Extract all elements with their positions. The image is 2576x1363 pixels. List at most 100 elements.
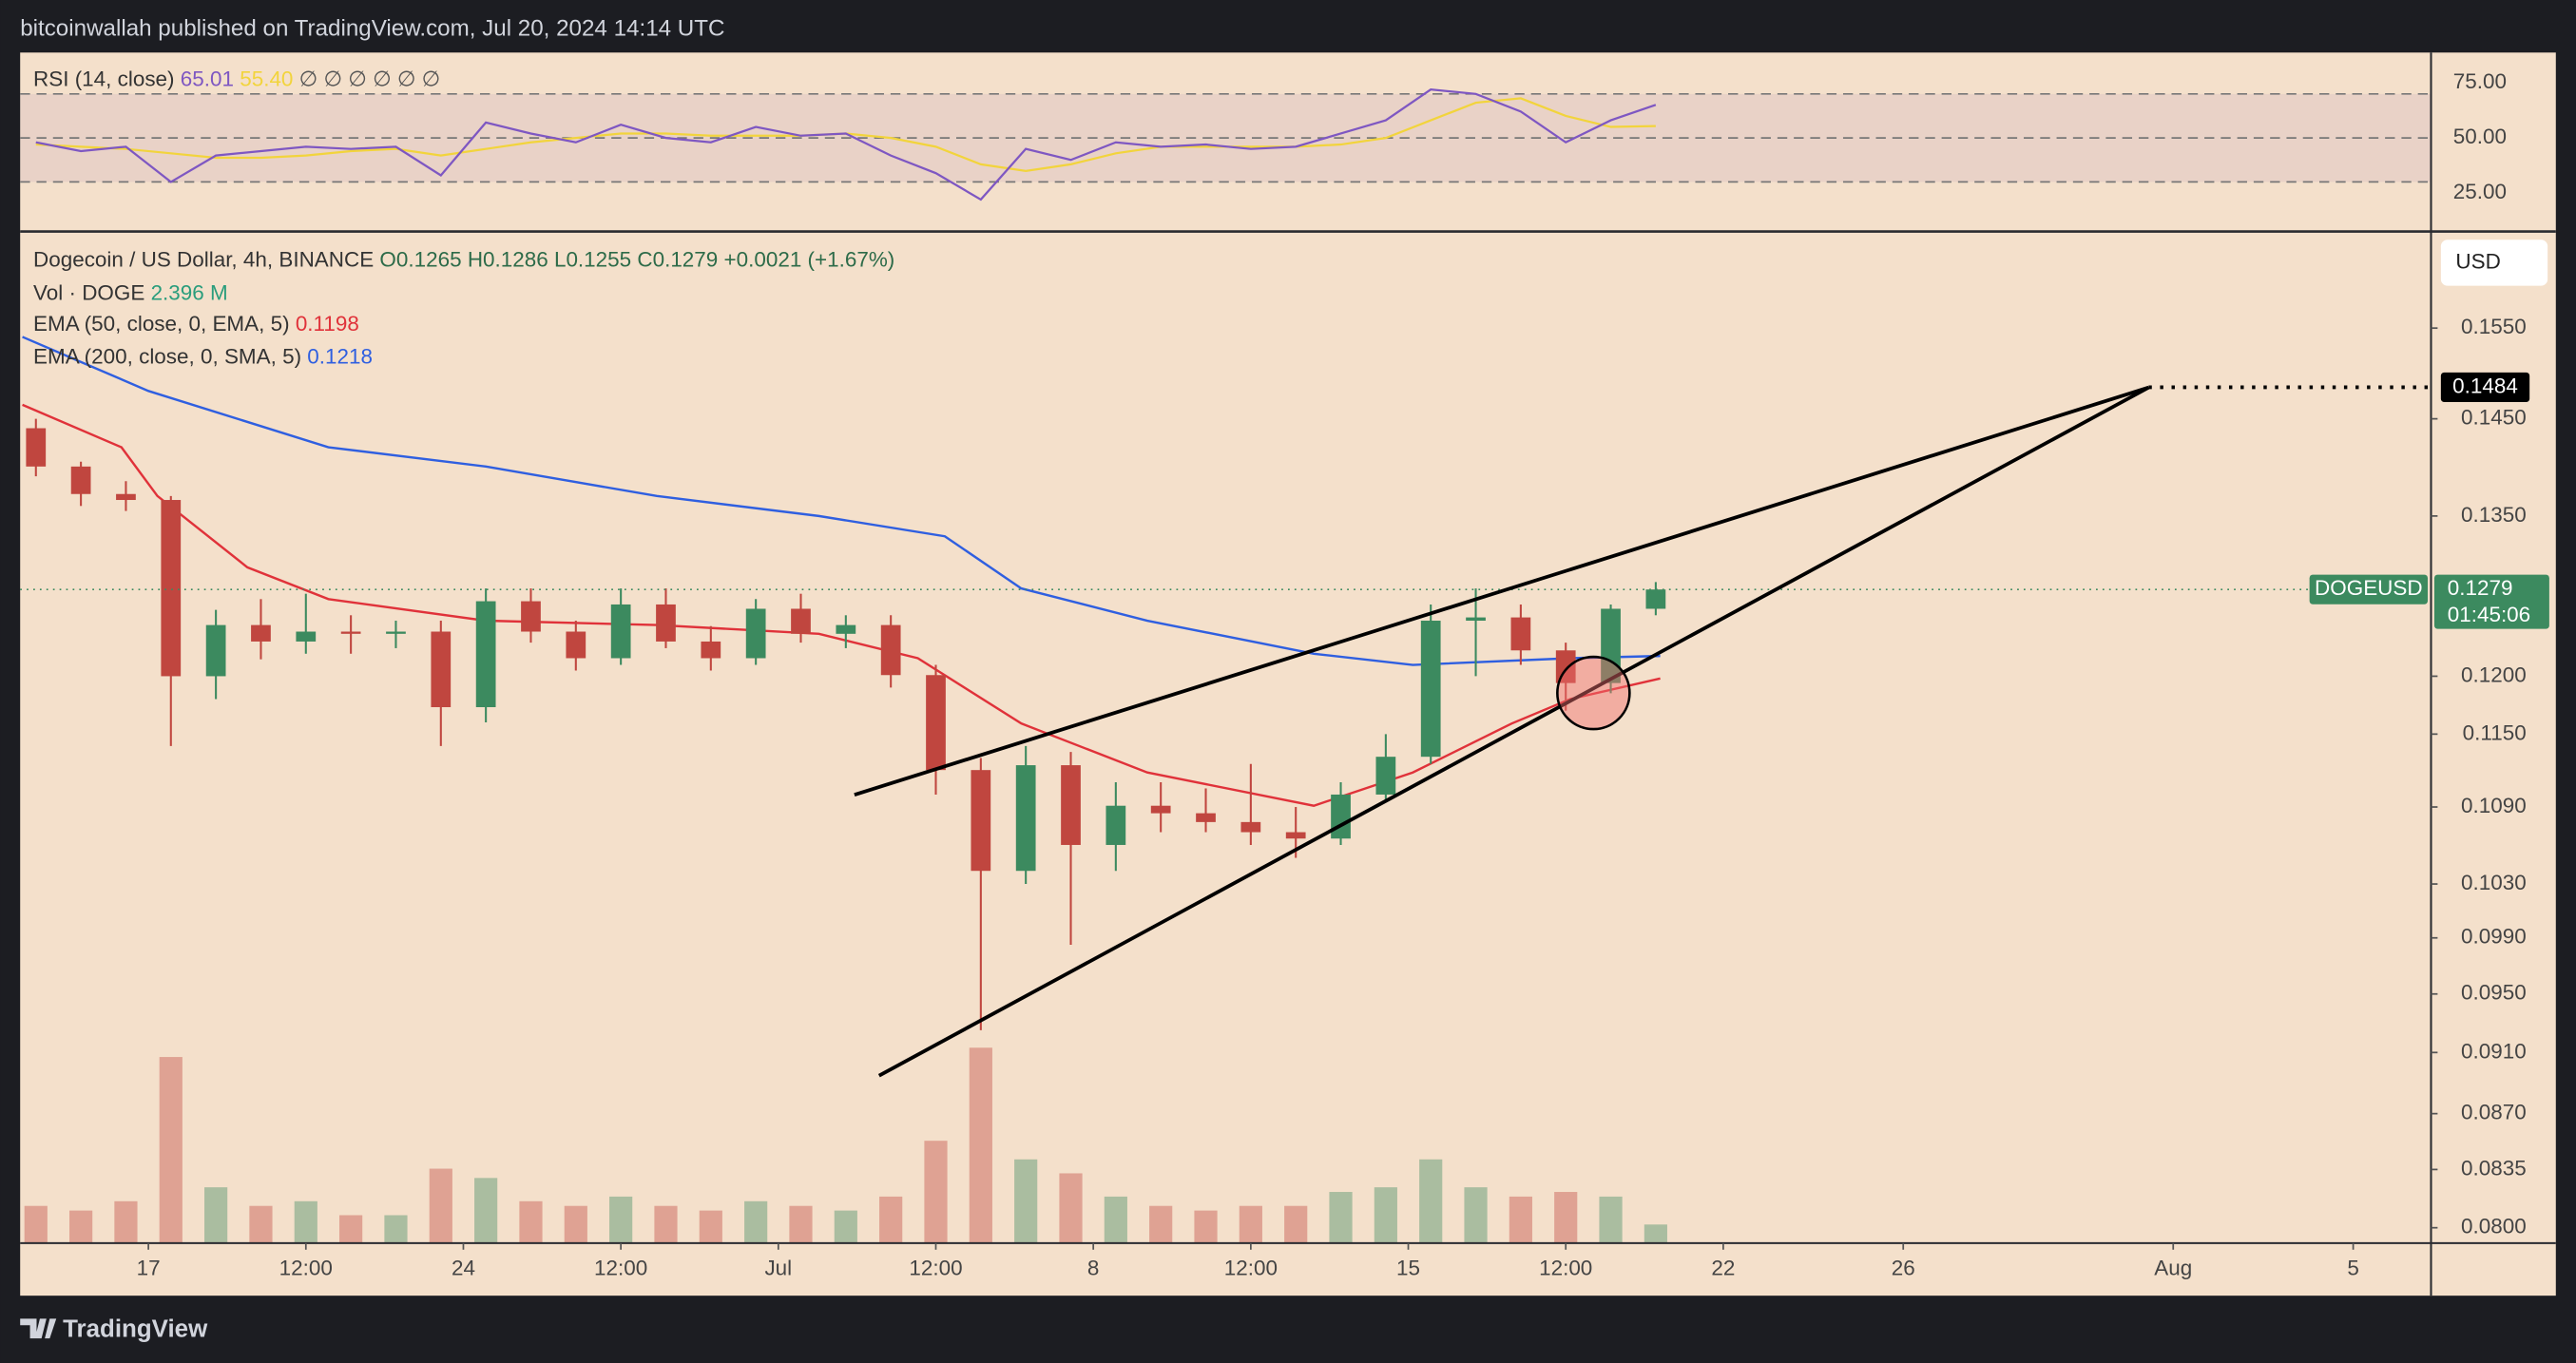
ema50-value: 0.1198 [296,312,359,336]
panes [20,88,2432,1243]
ohlc-high: H0.1286 [468,248,548,272]
volume-bar [789,1205,813,1243]
candle-body [296,631,317,642]
volume-bar [1419,1159,1443,1243]
symbol-title: Dogecoin / US Dollar, 4h, BINANCE [33,248,374,272]
rsi-value: 65.01 [181,67,234,91]
y-tick-label: 0.0990 [2461,925,2527,949]
ohlc-low: L0.1255 [554,248,631,272]
candle-body [1015,765,1036,872]
ema200-name: EMA (200, close, 0, SMA, 5) [33,345,301,369]
candle-body [521,601,541,632]
target-tag [2440,372,2530,402]
ohlc-change: +0.0021 (+1.67%) [724,248,895,272]
volume-bar [1194,1210,1218,1243]
candle-body [161,500,182,677]
candle-body [971,770,991,872]
volume-bar [1059,1173,1083,1243]
volume-bar [1464,1187,1488,1243]
trend-line-upper [854,385,2149,797]
volume-bar [969,1047,992,1243]
volume-bar [24,1205,48,1243]
candle-body [880,624,901,676]
y-tick-label: 0.1450 [2461,406,2527,430]
volume-bar [1554,1192,1578,1243]
y-tick-label: 0.1350 [2461,503,2527,527]
candle-body [1105,805,1126,845]
x-tick-label: 12:00 [1539,1256,1592,1279]
volume-bar [1284,1205,1308,1243]
candle-body [1375,757,1396,795]
candle-body [745,608,766,659]
currency-label[interactable]: USD [2455,249,2500,273]
volume-legend: Vol · DOGE 2.396 M [33,280,228,304]
candle-body [1510,617,1531,651]
volume-bar [474,1178,498,1243]
candle-body [386,631,406,634]
x-tick-label: 5 [2347,1256,2359,1279]
y-tick-label: 0.0835 [2461,1156,2527,1180]
ema200-value: 0.1218 [307,345,373,369]
rsi-name: RSI (14, close) [33,67,175,91]
volume-bar [114,1200,138,1243]
chart-area [20,52,2556,1296]
candle-body [926,675,946,771]
rsi-tick-label: 50.00 [2453,125,2507,148]
price-tag-text: 0.1279 [2448,576,2513,600]
candle-body [1420,621,1441,758]
x-tick-label: 15 [1396,1256,1420,1279]
candle-body [251,624,271,642]
volume-bar [204,1187,228,1243]
target-tag-text: 0.1484 [2452,374,2518,397]
candle-body [475,601,496,708]
volume-bar [1329,1192,1353,1243]
countdown-text: 01:45:06 [2448,603,2530,626]
y-tick-label: 0.1550 [2461,315,2527,338]
volume-bar [834,1210,857,1243]
y-tick-label: 0.1090 [2461,794,2527,817]
y-tick-label: 0.1200 [2461,662,2527,686]
ema-line [22,336,1661,666]
volume-bar [294,1200,317,1243]
volume-bar [1509,1196,1532,1243]
volume-bar [339,1215,363,1243]
volume-bar [249,1205,273,1243]
candle-body [70,466,91,494]
labels: 0.1550 0.1450 0.1350 0.1200 0.1150 0.1090 0.10… [137,69,2549,1279]
candle-body [116,493,136,501]
header-text: bitcoinwallah published on TradingView.c… [20,15,724,41]
volume-value: 2.396 M [151,280,228,304]
rsi-title: RSI (14, close) 65.01 55.40 ∅ ∅ ∅ ∅ ∅ ∅ [33,67,440,91]
x-tick-label: 12:00 [909,1256,962,1279]
currency-button[interactable] [2440,240,2548,286]
y-tick-label: 0.0950 [2461,981,2527,1005]
volume-bar [699,1210,722,1243]
volume-name: Vol · DOGE [33,280,144,304]
candle-body [836,624,856,634]
x-tick-label: 12:00 [594,1256,647,1279]
candle-body [1285,832,1306,839]
volume-bar [519,1200,543,1243]
x-tick-label: 17 [137,1256,161,1279]
volume-bar [654,1205,678,1243]
volume-bar [924,1141,948,1243]
candle-body [431,631,452,708]
y-tick-label: 0.0800 [2461,1215,2527,1238]
candle-body [701,641,721,659]
volume-bar [1104,1196,1127,1243]
candle-body [1150,805,1171,814]
ohlc-close: C0.1279 [637,248,718,272]
x-tick-label: 8 [1087,1256,1100,1279]
ema200-legend: EMA (200, close, 0, SMA, 5) 0.1218 [33,345,373,369]
volume-bar [1644,1224,1667,1243]
volume-bar [159,1057,183,1243]
candle-body [1331,794,1351,839]
x-tick-label: Jul [764,1256,792,1279]
volume-bar [879,1196,903,1243]
price-tag [2433,574,2549,629]
candle-body [1061,765,1081,845]
candle-body [791,608,811,634]
candle-body [610,604,631,659]
